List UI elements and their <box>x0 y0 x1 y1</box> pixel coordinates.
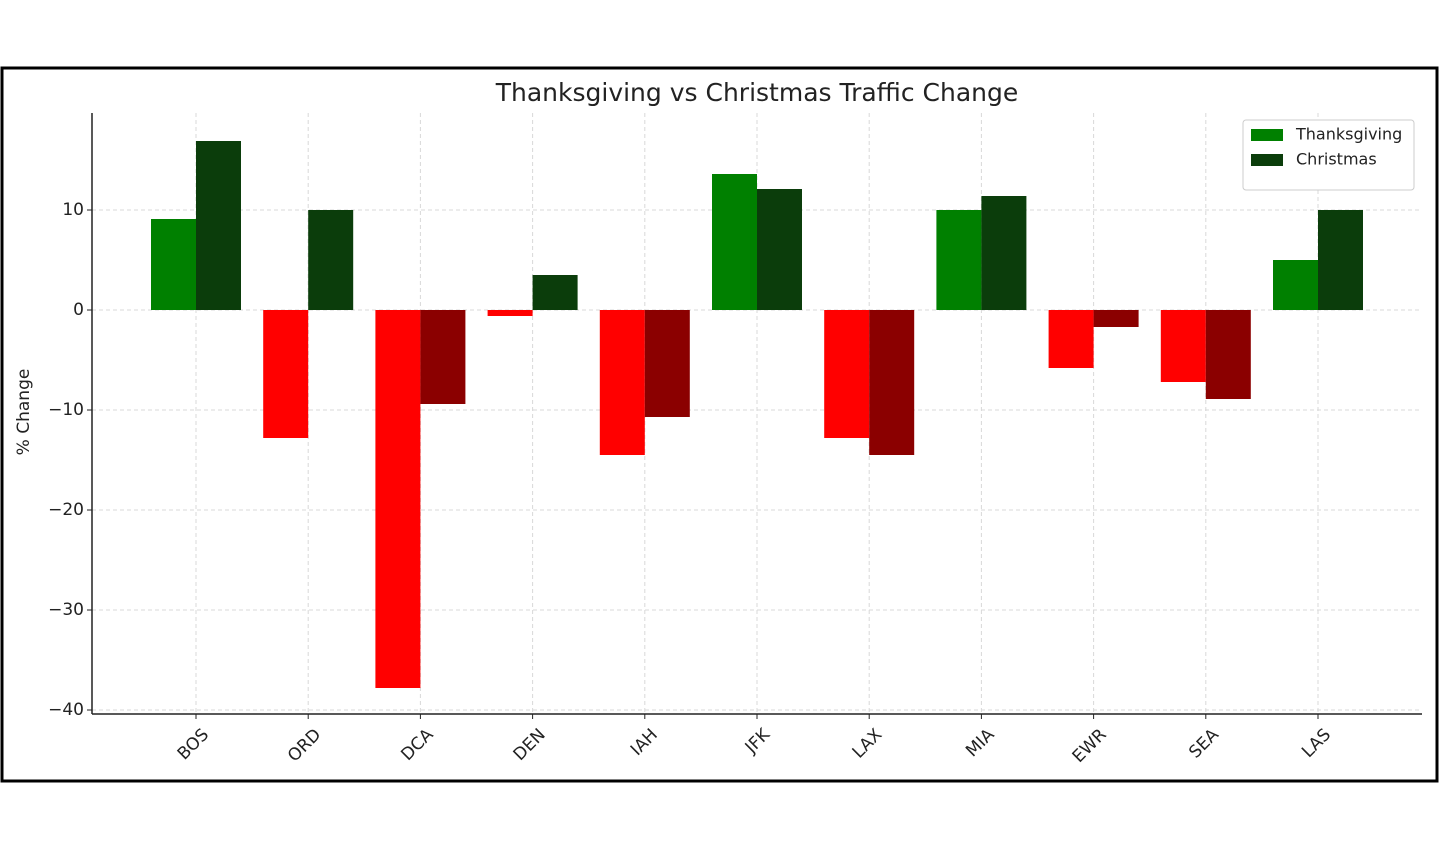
bar <box>1160 310 1206 382</box>
y-tick-label: 10 <box>62 200 84 220</box>
bar <box>1273 260 1318 310</box>
bar <box>599 310 645 455</box>
y-tick-label: 0 <box>73 300 84 320</box>
bar <box>757 189 802 310</box>
bar <box>487 310 533 316</box>
legend-label: Christmas <box>1296 150 1377 169</box>
bar <box>1093 310 1139 327</box>
bar <box>1318 210 1363 310</box>
y-tick-label: −30 <box>48 600 84 620</box>
bar <box>712 174 757 310</box>
chart-title: Thanksgiving vs Christmas Traffic Change <box>495 78 1019 107</box>
bar <box>196 141 241 310</box>
y-axis-label: % Change <box>14 369 34 456</box>
bar <box>308 210 354 310</box>
bar <box>263 310 309 438</box>
y-tick-label: −20 <box>48 500 84 520</box>
y-tick-label: −40 <box>48 700 84 720</box>
bar <box>869 310 915 455</box>
bar <box>824 310 870 438</box>
legend-swatch <box>1251 154 1283 166</box>
y-tick-label: −10 <box>48 400 84 420</box>
bar <box>981 196 1027 310</box>
bar <box>375 310 421 688</box>
legend-box <box>1242 119 1415 191</box>
bar <box>1205 310 1251 399</box>
legend-swatch <box>1251 129 1283 141</box>
legend-label: Thanksgiving <box>1295 125 1402 144</box>
bar <box>644 310 690 417</box>
bar <box>1048 310 1094 368</box>
bar <box>532 275 578 310</box>
bar <box>420 310 466 404</box>
bar <box>151 219 196 310</box>
bar <box>936 210 982 310</box>
